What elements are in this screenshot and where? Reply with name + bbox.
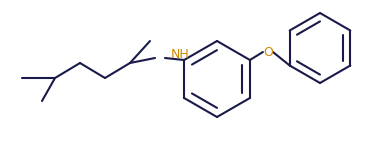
- Text: O: O: [263, 46, 273, 59]
- Text: NH: NH: [171, 47, 190, 60]
